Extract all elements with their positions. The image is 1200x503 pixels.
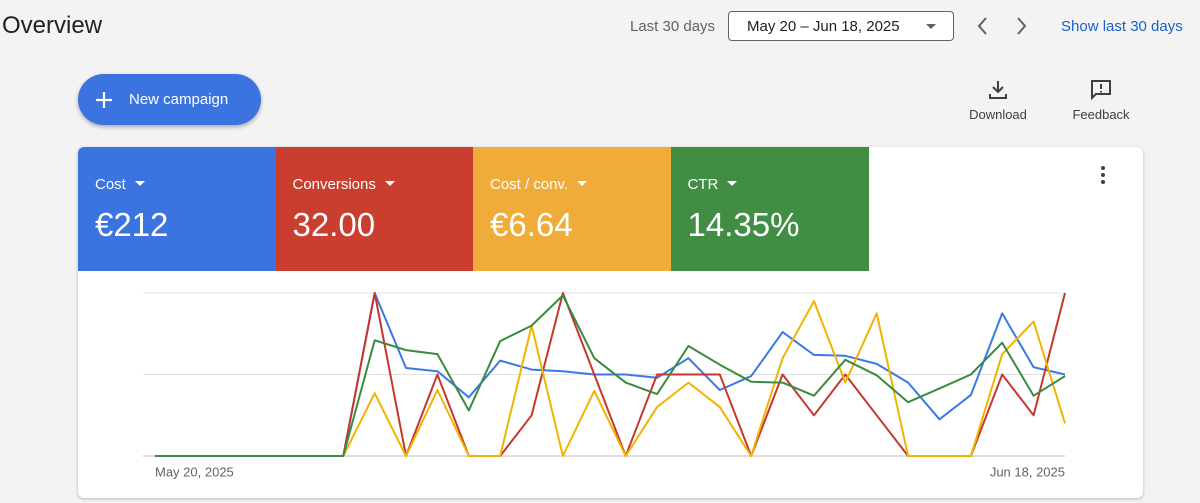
plus-icon [96, 92, 112, 108]
metric-tile[interactable]: CTR 14.35% [670, 147, 869, 271]
metric-value: 32.00 [292, 206, 376, 243]
dropdown-icon [384, 181, 395, 186]
series-line [155, 300, 1066, 457]
range-label: Last 30 days [630, 18, 716, 35]
series-line [155, 294, 1066, 457]
metric-tile[interactable]: Conversions 32.00 [275, 147, 474, 271]
dropdown-icon [926, 24, 936, 29]
metric-value: 14.35% [687, 206, 800, 243]
metric-tile[interactable]: Cost / conv. €6.64 [473, 147, 671, 271]
dropdown-icon [577, 181, 588, 186]
feedback-label[interactable]: Feedback [1072, 107, 1130, 122]
dropdown-icon [134, 181, 145, 186]
date-range: May 20 – Jun 18, 2025 [747, 18, 900, 35]
page-title: Overview [2, 12, 103, 39]
download-label[interactable]: Download [969, 107, 1027, 122]
metric-value: €212 [95, 206, 169, 243]
metric-label: Cost [95, 176, 126, 193]
nav-arrows[interactable] [972, 14, 1032, 38]
dropdown-icon [727, 181, 738, 186]
metric-tile[interactable]: Cost €212 [78, 147, 276, 271]
download-icon[interactable] [987, 79, 1009, 101]
x-tick-label: Jun 18, 2025 [990, 464, 1065, 479]
metric-label: CTR [687, 176, 719, 193]
x-tick-label: May 20, 2025 [155, 464, 234, 479]
metric-label: Cost / conv. [490, 176, 569, 193]
new-campaign-button[interactable]: New campaign [78, 74, 261, 125]
metric-value: €6.64 [490, 206, 573, 243]
overview-card: Cost €212 Conversions 32.00 Cost / conv. €6.6… [78, 147, 1143, 498]
feedback-icon[interactable] [1089, 78, 1113, 102]
date-picker[interactable]: May 20 – Jun 18, 2025 [728, 11, 954, 41]
more-menu[interactable] [1100, 165, 1106, 185]
show-link[interactable]: Show last 30 days [1061, 18, 1183, 35]
metric-label: Conversions [292, 176, 376, 193]
button-label: New campaign [129, 91, 229, 108]
